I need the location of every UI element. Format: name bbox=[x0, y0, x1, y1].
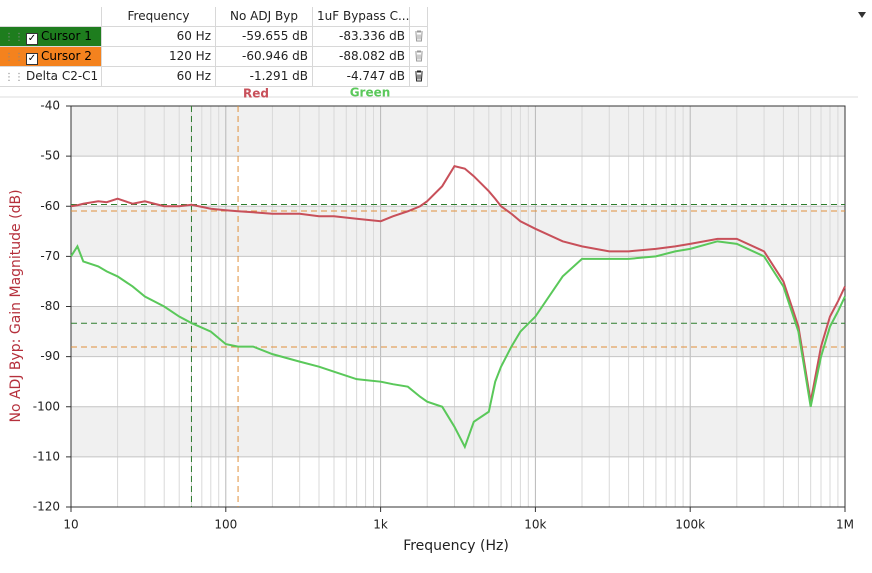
grid-band bbox=[71, 206, 845, 257]
table-cell: -88.082 dB bbox=[313, 47, 410, 66]
cursor-table: Frequency No ADJ Byp 1uF Bypass C... ⋮⋮ ✓… bbox=[0, 7, 428, 87]
table-row[interactable]: ⋮⋮ ✓ Cursor 1 60 Hz -59.655 dB -83.336 dB bbox=[0, 27, 428, 47]
y-tick-label: -90 bbox=[40, 349, 60, 363]
header-cell[interactable]: Frequency bbox=[102, 7, 216, 26]
delete-button[interactable] bbox=[410, 67, 428, 86]
plot-area: 10 100 1k 10k 100k 1M -120 -110 -100 -90 -80 -70 -60… bbox=[33, 99, 854, 532]
x-tick-label: 10 bbox=[63, 518, 78, 532]
y-axis-label: No ADJ Byp: Gain Magnitude (dB) bbox=[8, 189, 24, 422]
series-line bbox=[70, 240, 846, 450]
y-tick-label: -110 bbox=[33, 449, 60, 463]
header-cell[interactable]: 1uF Bypass C... bbox=[313, 7, 410, 26]
checkbox[interactable]: ✓ bbox=[26, 33, 38, 45]
header-cell bbox=[0, 7, 102, 26]
legend-green: Green bbox=[350, 86, 391, 100]
row-name: Cursor 2 bbox=[41, 49, 92, 63]
x-tick-label: 1k bbox=[373, 518, 388, 532]
table-cell: 120 Hz bbox=[102, 47, 216, 66]
row-name: Delta C2-C1 bbox=[26, 69, 99, 83]
dropdown-arrow[interactable] bbox=[858, 12, 866, 18]
table-row[interactable]: ⋮⋮ ✓ Cursor 2 120 Hz -60.946 dB -88.082 dB bbox=[0, 47, 428, 67]
table-cell: -4.747 dB bbox=[313, 67, 410, 86]
y-tick-label: -50 bbox=[40, 149, 60, 163]
header-cell[interactable]: No ADJ Byp bbox=[216, 7, 313, 26]
y-tick-label: -120 bbox=[33, 500, 60, 514]
grid-band bbox=[71, 106, 845, 157]
x-tick-label: 1M bbox=[836, 518, 854, 532]
y-tick-label: -100 bbox=[33, 399, 60, 413]
y-tick-label: -80 bbox=[40, 299, 60, 313]
table-cell: -83.336 dB bbox=[313, 27, 410, 46]
table-row[interactable]: ⋮⋮ Delta C2-C1 60 Hz -1.291 dB -4.747 dB bbox=[0, 67, 428, 87]
delete-button[interactable] bbox=[410, 47, 428, 66]
x-axis-label: Frequency (Hz) bbox=[403, 538, 509, 554]
y-tick-label: -60 bbox=[40, 199, 60, 213]
series-line bbox=[70, 165, 846, 402]
table-cell: 60 Hz bbox=[102, 27, 216, 46]
trash-icon[interactable] bbox=[414, 30, 424, 42]
y-tick-label: -70 bbox=[40, 249, 60, 263]
table-cell: -60.946 dB bbox=[216, 47, 313, 66]
drag-handle[interactable]: ⋮⋮ bbox=[4, 52, 24, 63]
trash-icon[interactable] bbox=[414, 50, 424, 62]
row-label[interactable]: ⋮⋮ Delta C2-C1 bbox=[0, 67, 102, 86]
legend-red: Red bbox=[243, 87, 269, 101]
header-cell bbox=[410, 7, 428, 26]
checkbox[interactable]: ✓ bbox=[26, 53, 38, 65]
header-row: Frequency No ADJ Byp 1uF Bypass C... bbox=[0, 7, 428, 27]
x-tick-label: 100k bbox=[675, 518, 705, 532]
table-cell: 60 Hz bbox=[102, 67, 216, 86]
grid-band bbox=[71, 306, 845, 357]
x-tick-label: 100 bbox=[214, 518, 237, 532]
y-tick-label: -40 bbox=[40, 99, 60, 113]
delete-button[interactable] bbox=[410, 27, 428, 46]
trash-icon[interactable] bbox=[414, 70, 424, 82]
plot-frame bbox=[70, 105, 846, 508]
x-tick-label: 10k bbox=[524, 518, 546, 532]
row-label[interactable]: ⋮⋮ ✓ Cursor 1 bbox=[0, 27, 102, 46]
row-name: Cursor 1 bbox=[41, 29, 92, 43]
drag-handle[interactable]: ⋮⋮ bbox=[4, 32, 24, 43]
drag-handle[interactable]: ⋮⋮ bbox=[4, 72, 24, 83]
row-label[interactable]: ⋮⋮ ✓ Cursor 2 bbox=[0, 47, 102, 66]
table-cell: -59.655 dB bbox=[216, 27, 313, 46]
table-cell: -1.291 dB bbox=[216, 67, 313, 86]
